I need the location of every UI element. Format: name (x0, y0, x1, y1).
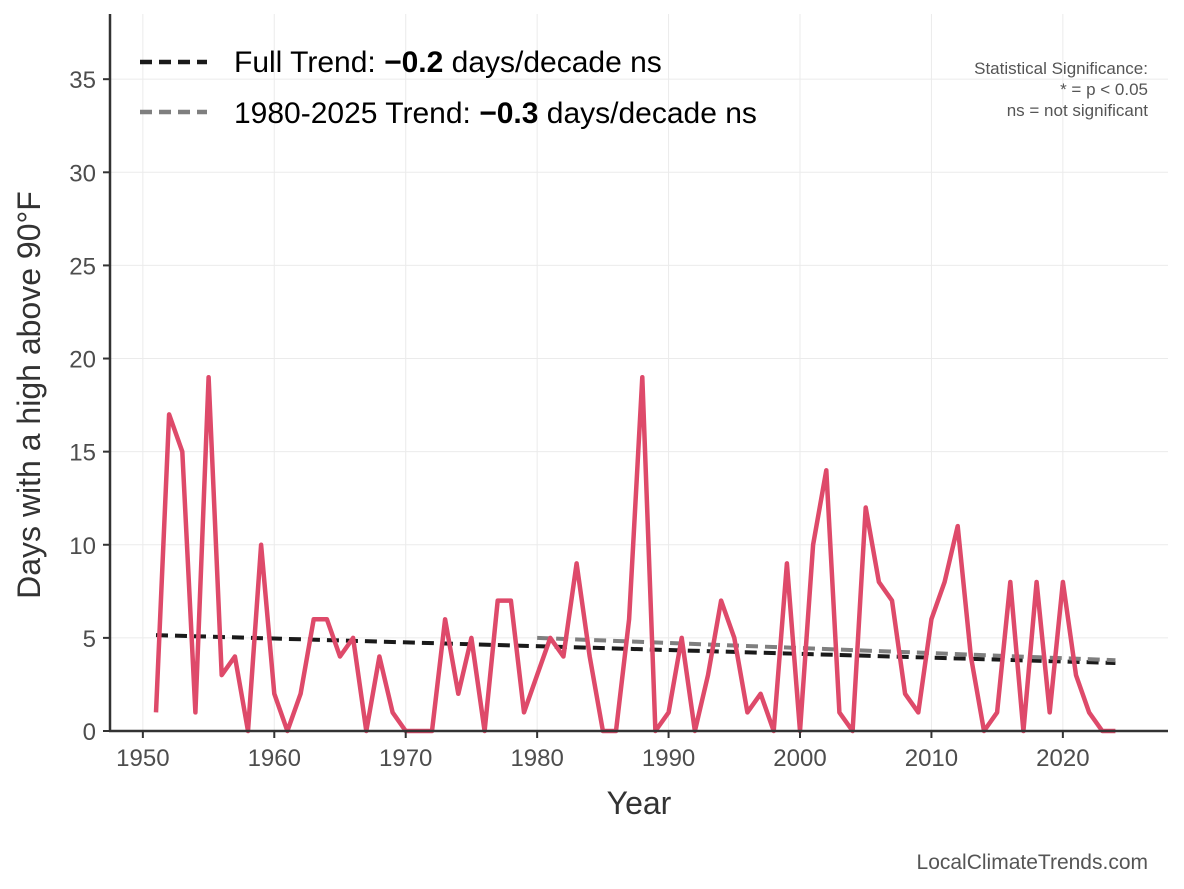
significance-note: Statistical Significance: * = p < 0.05 n… (974, 59, 1148, 120)
y-tick-label: 10 (69, 533, 96, 560)
significance-title: Statistical Significance: (974, 59, 1148, 78)
y-tick-label: 30 (69, 160, 96, 187)
trend-line-full (155, 633, 1116, 666)
axes (108, 14, 1168, 733)
credit-text: LocalClimateTrends.com (917, 851, 1148, 874)
x-tick-label: 1980 (510, 745, 563, 772)
y-tick-label: 25 (69, 253, 96, 280)
x-tick-label: 2000 (773, 745, 826, 772)
x-tick-label: 1990 (642, 745, 695, 772)
y-tick-label: 20 (69, 347, 96, 374)
significance-ns: ns = not significant (1007, 101, 1149, 120)
x-tick-label: 2020 (1036, 745, 1089, 772)
x-axis-title: Year (607, 785, 672, 821)
y-tick-label: 5 (83, 626, 96, 653)
y-tick-label: 35 (69, 67, 96, 94)
significance-star: * = p < 0.05 (1060, 80, 1148, 99)
legend-label-recent-trend: 1980-2025 Trend: −0.3 days/decade ns (234, 97, 757, 130)
legend: Full Trend: −0.2 days/decade ns 1980-202… (140, 46, 757, 130)
y-axis-title: Days with a high above 90°F (11, 191, 47, 599)
x-ticks: 1950 1960 1970 1980 1990 2000 2010 2020 (116, 731, 1090, 772)
series-line (153, 374, 1116, 734)
grid (110, 14, 1168, 732)
x-tick-label: 1960 (248, 745, 301, 772)
y-ticks: 0 5 10 15 20 25 30 35 (69, 67, 110, 746)
x-tick-label: 1950 (116, 745, 169, 772)
series (153, 374, 1116, 734)
x-tick-label: 1970 (379, 745, 432, 772)
x-tick-label: 2010 (905, 745, 958, 772)
y-tick-label: 15 (69, 440, 96, 467)
legend-label-full-trend: Full Trend: −0.2 days/decade ns (234, 46, 662, 79)
y-tick-label: 0 (83, 719, 96, 746)
